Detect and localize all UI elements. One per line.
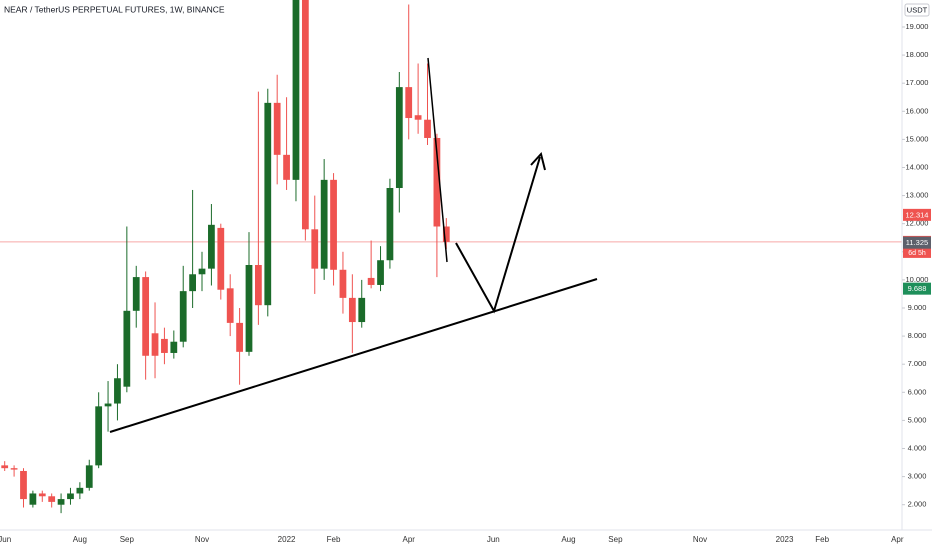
y-tick-label: 15.000 xyxy=(906,134,929,143)
currency-badge xyxy=(904,3,930,17)
candle-body xyxy=(38,493,46,497)
x-tick-label: Nov xyxy=(195,535,209,544)
candle-body xyxy=(405,87,413,119)
x-tick-label: Feb xyxy=(327,535,341,544)
candle-body xyxy=(311,229,319,269)
price-label: 12.314 xyxy=(906,210,929,219)
candle-body xyxy=(358,297,366,323)
y-tick-label: 5.000 xyxy=(908,415,927,424)
candle-body xyxy=(170,341,178,353)
price-label: 11.325 xyxy=(906,238,928,247)
y-tick-label: 19.000 xyxy=(906,22,929,31)
y-tick-label: 18.000 xyxy=(906,50,929,59)
candle-body xyxy=(377,260,384,285)
candle-body xyxy=(320,179,328,269)
currency: USDT xyxy=(907,5,928,14)
candle-body xyxy=(245,265,253,352)
candle-body xyxy=(10,468,18,470)
x-tick-label: Apr xyxy=(402,535,415,544)
candle-body xyxy=(76,487,84,494)
candle-body xyxy=(442,226,450,242)
trend-line xyxy=(109,278,598,433)
y-tick-label: 10.000 xyxy=(906,275,929,284)
y-tick-label: 16.000 xyxy=(906,106,929,115)
y-tick-label: 14.000 xyxy=(906,162,929,171)
candle-body xyxy=(283,154,290,180)
projection-path xyxy=(455,156,541,314)
x-tick-label: Feb xyxy=(815,535,829,544)
candle-body xyxy=(226,288,234,323)
candle-body xyxy=(104,403,112,407)
candle-body xyxy=(301,0,309,230)
arrow-head xyxy=(530,151,546,171)
candle-body xyxy=(114,378,121,404)
y-tick-label: 2.000 xyxy=(908,500,927,509)
plot-area xyxy=(0,0,902,514)
candle-body xyxy=(292,0,300,180)
candle-body xyxy=(29,493,37,505)
candle-body xyxy=(57,499,65,505)
candle-body xyxy=(123,310,131,387)
chart-title: NEAR / TetherUS PERPETUAL FUTURES, 1W, B… xyxy=(4,4,225,14)
candle-body xyxy=(264,102,272,306)
y-tick-label: 7.000 xyxy=(908,359,927,368)
drawn-line xyxy=(427,57,448,263)
candle-body xyxy=(433,137,441,227)
y-tick-label: 9.000 xyxy=(908,303,927,312)
drawings xyxy=(109,57,598,433)
candle-body xyxy=(395,87,403,189)
y-tick-label: 12.000 xyxy=(906,219,929,228)
candle-body xyxy=(1,465,9,469)
x-tick-label: Aug xyxy=(561,535,575,544)
candle-body xyxy=(208,224,215,269)
y-tick-label: 13.000 xyxy=(906,191,929,200)
x-tick-label: Apr xyxy=(891,535,904,544)
y-tick-label: 6.000 xyxy=(908,387,927,396)
candle-body xyxy=(189,274,196,292)
candle-body xyxy=(330,179,337,270)
candle-body xyxy=(132,277,140,311)
x-tick-label: 2022 xyxy=(278,535,296,544)
x-tick-label: Aug xyxy=(73,535,87,544)
price-label-box xyxy=(903,282,931,295)
price-label: 9.688 xyxy=(908,284,927,293)
candle-body xyxy=(161,338,168,353)
candle-body xyxy=(198,268,206,275)
candle-body xyxy=(95,406,103,466)
x-tick-label: Sep xyxy=(120,535,135,544)
candle-body xyxy=(151,333,159,356)
candle-body xyxy=(67,493,74,500)
y-tick-label: 8.000 xyxy=(908,331,927,340)
candle-body xyxy=(142,277,150,356)
candle-body xyxy=(424,119,431,138)
candle-body xyxy=(20,470,27,500)
candle-body xyxy=(255,265,262,306)
candle-body xyxy=(217,227,225,290)
price-label-box xyxy=(903,208,931,221)
candle-body xyxy=(85,465,93,488)
x-tick-label: Nov xyxy=(693,535,707,544)
candle-body xyxy=(348,297,356,323)
candle-body xyxy=(236,322,243,352)
x-tick-label: Jun xyxy=(487,535,500,544)
x-tick-label: Sep xyxy=(608,535,623,544)
x-tick-label: 2023 xyxy=(776,535,794,544)
candle-body xyxy=(339,269,347,298)
x-tick-label: Jun xyxy=(0,535,11,544)
y-tick-label: 17.000 xyxy=(906,78,929,87)
countdown-box xyxy=(903,247,931,258)
candle-body xyxy=(414,115,422,120)
candle-body xyxy=(179,291,187,342)
y-tick-label: 4.000 xyxy=(908,443,927,452)
candle-body xyxy=(367,277,375,285)
price-label-box xyxy=(903,236,931,249)
candle-body xyxy=(273,102,281,155)
candle-body xyxy=(386,188,394,261)
candle-body xyxy=(48,496,56,502)
countdown: 6d 5h xyxy=(908,250,926,257)
y-tick-label: 3.000 xyxy=(908,472,927,481)
